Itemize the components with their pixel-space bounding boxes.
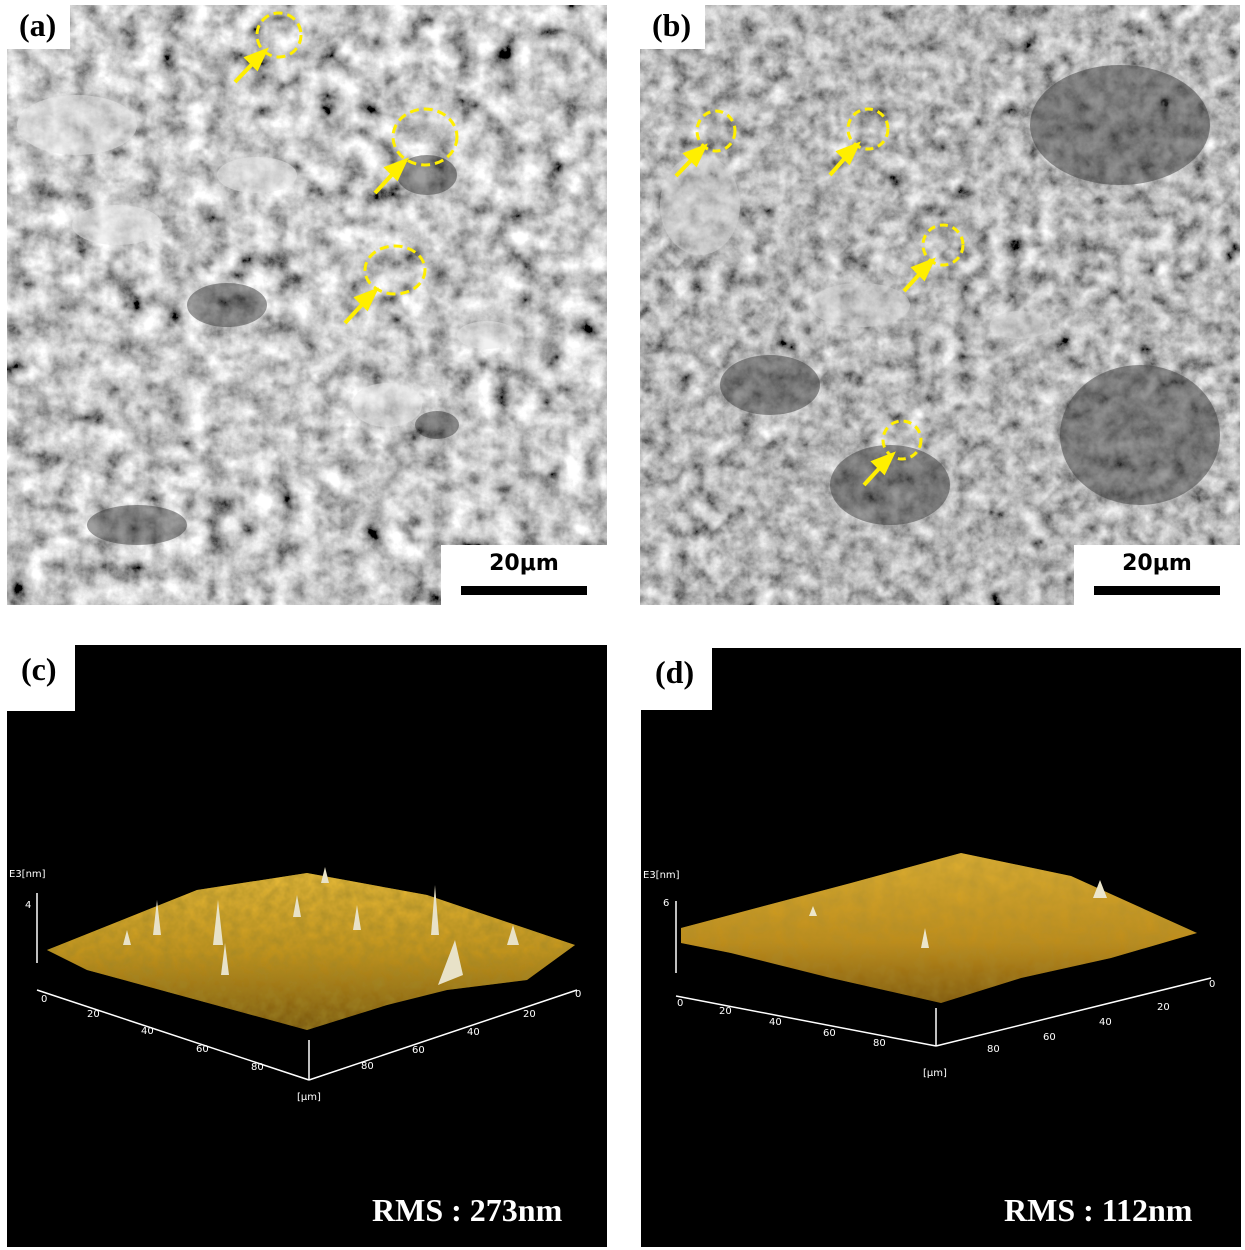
z-axis-unit-c: E3[nm] <box>9 869 46 880</box>
y-tick-c: 20 <box>523 1009 536 1020</box>
rms-value-c: RMS : 273nm <box>372 1192 563 1228</box>
panel-label-c: (c) <box>7 645 75 711</box>
scale-bar-b <box>1094 586 1220 595</box>
y-tick-d: 80 <box>987 1044 1000 1055</box>
y-tick-c: 60 <box>412 1045 425 1056</box>
scale-bar-box-a: 20μm <box>441 545 607 605</box>
afm-surface-c <box>47 867 575 1030</box>
sem-image-b: (b) 20μm <box>640 5 1240 605</box>
defect-circle <box>363 244 427 296</box>
x-tick-c: 60 <box>196 1044 209 1055</box>
sem-highlights-a <box>17 95 517 427</box>
x-tick-c: 20 <box>87 1009 100 1020</box>
sem-highlights-b <box>660 155 1050 339</box>
panel-label-b: (b) <box>640 5 706 49</box>
afm-image-d: E3[nm] 6 0 20 40 60 80 0 20 40 60 80 [μm… <box>641 648 1241 1247</box>
annotations-a <box>233 11 459 325</box>
axis-unit-c: [μm] <box>297 1092 321 1103</box>
arrow-icon <box>233 47 269 84</box>
defect-circle <box>846 107 890 151</box>
x-tick-d: 20 <box>719 1006 732 1017</box>
panel-label-a: (a) <box>7 5 71 49</box>
y-tick-d: 0 <box>1209 979 1215 990</box>
defect-circle <box>881 419 923 461</box>
sem-image-a: (a) 20μm <box>7 5 607 605</box>
x-tick-c: 80 <box>251 1062 264 1073</box>
x-tick-c: 40 <box>141 1026 154 1037</box>
axis-unit-d: [μm] <box>923 1068 947 1079</box>
afm-axes-c <box>36 893 578 1081</box>
afm-plot-d: E3[nm] 6 0 20 40 60 80 0 20 40 60 80 [μm… <box>643 853 1215 1079</box>
defect-circle <box>391 107 459 167</box>
panel-label-d: (d) <box>641 648 713 710</box>
scale-bar-a <box>461 586 587 595</box>
arrow-icon <box>674 143 708 178</box>
y-tick-c: 0 <box>575 989 581 1000</box>
scale-label-a: 20μm <box>489 551 559 576</box>
scale-bar-box-b: 20μm <box>1074 545 1240 605</box>
rms-value-d: RMS : 112nm <box>1004 1192 1193 1228</box>
annotations-b <box>674 107 965 487</box>
x-tick-d: 0 <box>677 998 683 1009</box>
z-axis-tick-c: 4 <box>25 900 31 911</box>
arrow-icon <box>373 157 409 195</box>
y-tick-d: 60 <box>1043 1032 1056 1043</box>
x-tick-d: 80 <box>873 1038 886 1049</box>
sem-texture-a <box>7 5 607 605</box>
defect-circle <box>255 11 303 59</box>
afm-image-c: E3[nm] 4 0 20 40 60 80 0 20 40 60 80 [μm… <box>7 645 607 1247</box>
afm-axes-d <box>675 901 1212 1047</box>
y-tick-d: 40 <box>1099 1017 1112 1028</box>
y-tick-c: 80 <box>361 1061 374 1072</box>
sem-dark-patches-a <box>87 155 459 545</box>
defect-circle <box>695 109 737 153</box>
sem-dark-patches-b <box>720 65 1220 525</box>
defect-circle <box>921 223 965 267</box>
arrow-icon <box>902 257 936 293</box>
scale-label-b: 20μm <box>1122 551 1192 576</box>
x-tick-d: 60 <box>823 1028 836 1039</box>
arrow-icon <box>862 451 896 487</box>
x-tick-d: 40 <box>769 1017 782 1028</box>
z-axis-tick-d: 6 <box>663 898 669 909</box>
y-tick-d: 20 <box>1157 1002 1170 1013</box>
x-tick-c: 0 <box>41 994 47 1005</box>
y-tick-c: 40 <box>467 1027 480 1038</box>
afm-plot-c: E3[nm] 4 0 20 40 60 80 0 20 40 60 80 [μm… <box>9 867 581 1103</box>
arrow-icon <box>343 287 379 325</box>
afm-surface-d <box>681 853 1197 1003</box>
sem-texture-b <box>640 5 1240 605</box>
arrow-icon <box>828 141 861 177</box>
z-axis-unit-d: E3[nm] <box>643 870 680 881</box>
